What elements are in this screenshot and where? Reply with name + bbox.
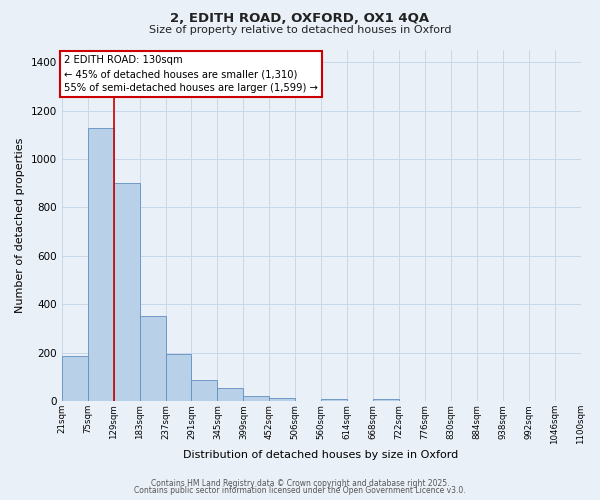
Bar — [191, 380, 217, 402]
Bar — [113, 183, 140, 402]
Bar — [321, 399, 347, 402]
Bar — [88, 128, 113, 402]
Y-axis label: Number of detached properties: Number of detached properties — [15, 138, 25, 314]
Bar — [244, 396, 269, 402]
Text: Contains public sector information licensed under the Open Government Licence v3: Contains public sector information licen… — [134, 486, 466, 495]
Bar — [62, 356, 88, 402]
Text: 2, EDITH ROAD, OXFORD, OX1 4QA: 2, EDITH ROAD, OXFORD, OX1 4QA — [170, 12, 430, 26]
Bar — [373, 399, 399, 402]
X-axis label: Distribution of detached houses by size in Oxford: Distribution of detached houses by size … — [184, 450, 459, 460]
Bar — [140, 316, 166, 402]
Text: 2 EDITH ROAD: 130sqm
← 45% of detached houses are smaller (1,310)
55% of semi-de: 2 EDITH ROAD: 130sqm ← 45% of detached h… — [64, 56, 318, 94]
Bar — [217, 388, 244, 402]
Text: Contains HM Land Registry data © Crown copyright and database right 2025.: Contains HM Land Registry data © Crown c… — [151, 478, 449, 488]
Bar — [166, 354, 191, 402]
Text: Size of property relative to detached houses in Oxford: Size of property relative to detached ho… — [149, 25, 451, 35]
Bar — [269, 398, 295, 402]
